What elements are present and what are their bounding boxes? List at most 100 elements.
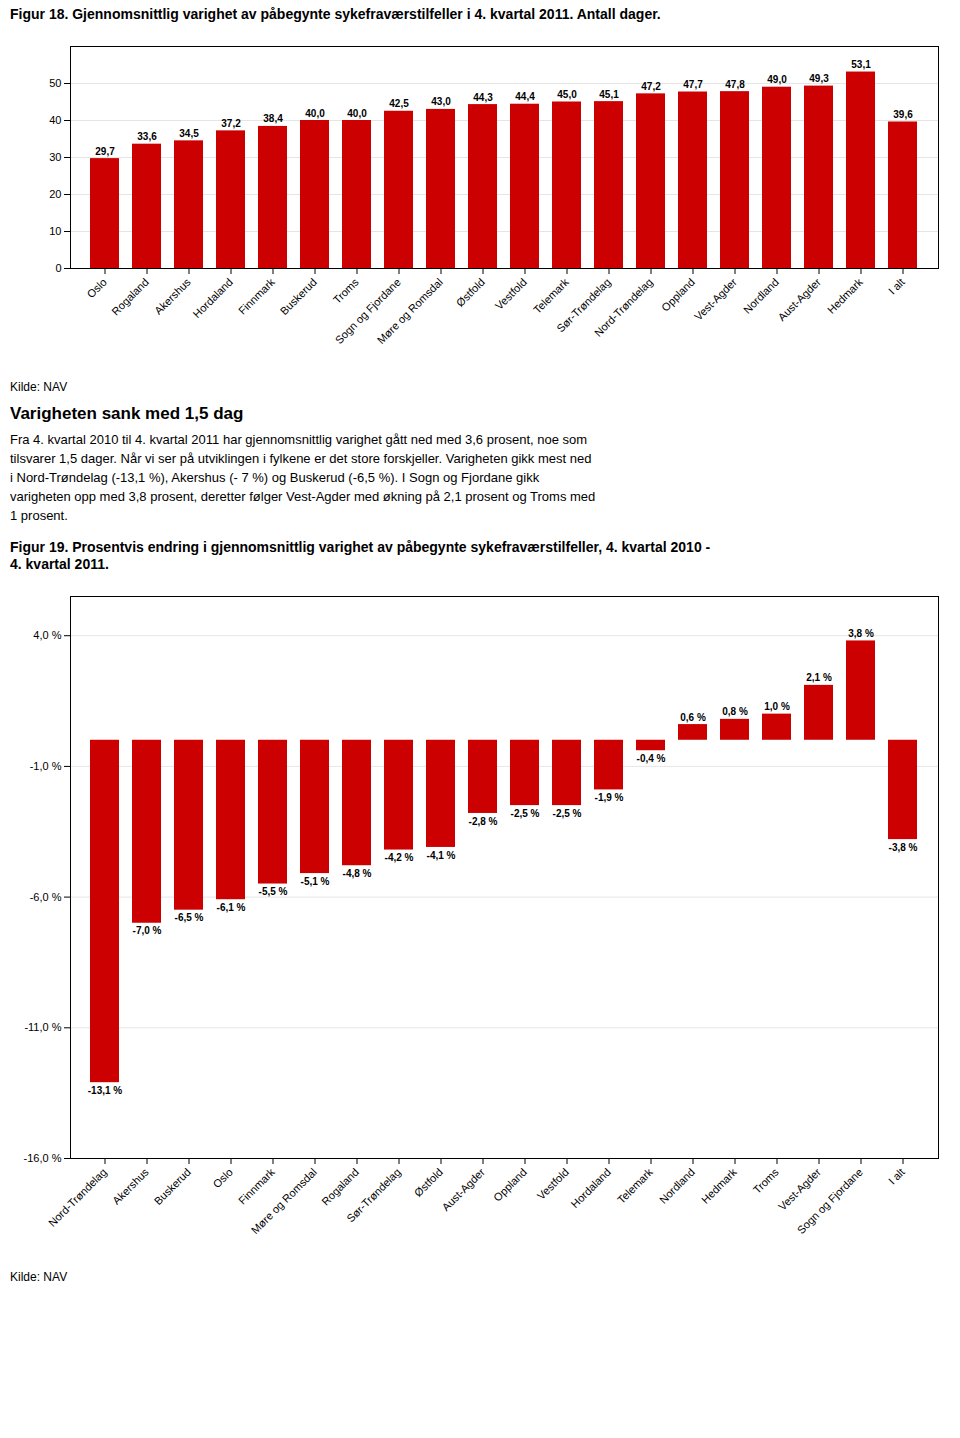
svg-text:Finnmark: Finnmark bbox=[236, 275, 277, 316]
svg-text:20: 20 bbox=[49, 188, 61, 200]
svg-text:-5,5 %: -5,5 % bbox=[259, 886, 288, 897]
svg-text:Vest-Agder: Vest-Agder bbox=[692, 275, 739, 322]
svg-text:Akershus: Akershus bbox=[152, 275, 193, 316]
svg-text:Hedmark: Hedmark bbox=[699, 1165, 739, 1205]
svg-text:50: 50 bbox=[49, 77, 61, 89]
svg-text:Hordaland: Hordaland bbox=[569, 1165, 613, 1209]
svg-text:40,0: 40,0 bbox=[305, 107, 325, 118]
svg-text:49,3: 49,3 bbox=[809, 73, 829, 84]
svg-text:47,7: 47,7 bbox=[683, 79, 703, 90]
svg-text:42,5: 42,5 bbox=[389, 98, 409, 109]
svg-text:44,3: 44,3 bbox=[473, 91, 493, 102]
svg-text:Vestfold: Vestfold bbox=[493, 275, 529, 311]
svg-text:Aust-Agder: Aust-Agder bbox=[776, 275, 824, 323]
svg-text:Møre og Romsdal: Møre og Romsdal bbox=[249, 1165, 319, 1235]
svg-text:I alt: I alt bbox=[886, 1165, 907, 1186]
svg-text:-2,5 %: -2,5 % bbox=[553, 807, 582, 818]
svg-text:-11,0 %: -11,0 % bbox=[24, 1021, 61, 1033]
html-text:i Nord-Trøndelag (-13,1 %), Ak: i Nord-Trøndelag (-13,1 %), Akershus (- … bbox=[10, 469, 540, 485]
svg-text:Nord-Trøndelag: Nord-Trøndelag bbox=[46, 1165, 109, 1228]
svg-text:Buskerud: Buskerud bbox=[278, 275, 319, 316]
svg-text:Østfold: Østfold bbox=[454, 275, 487, 308]
svg-text:Rogaland: Rogaland bbox=[319, 1165, 361, 1207]
svg-text:Oslo: Oslo bbox=[210, 1165, 234, 1189]
svg-text:-0,4 %: -0,4 % bbox=[637, 752, 666, 763]
svg-text:39,6: 39,6 bbox=[893, 108, 913, 119]
svg-text:Oppland: Oppland bbox=[659, 275, 697, 313]
svg-text:0,8 %: 0,8 % bbox=[722, 706, 748, 717]
svg-text:Oslo: Oslo bbox=[84, 275, 108, 299]
svg-text:-6,1 %: -6,1 % bbox=[217, 901, 246, 912]
svg-text:-3,8 %: -3,8 % bbox=[889, 841, 918, 852]
svg-text:Oppland: Oppland bbox=[491, 1165, 529, 1203]
svg-text:Hedmark: Hedmark bbox=[825, 275, 865, 315]
svg-text:Troms: Troms bbox=[751, 1165, 782, 1196]
svg-text:45,0: 45,0 bbox=[557, 89, 577, 100]
svg-text:53,1: 53,1 bbox=[851, 59, 871, 70]
svg-text:Vest-Agder: Vest-Agder bbox=[775, 1165, 823, 1213]
svg-text:2,1 %: 2,1 % bbox=[806, 672, 832, 683]
svg-text:-4,1 %: -4,1 % bbox=[427, 849, 456, 860]
svg-text:Sogn og Fjordane: Sogn og Fjordane bbox=[332, 275, 403, 346]
svg-text:40: 40 bbox=[49, 114, 61, 126]
svg-text:49,0: 49,0 bbox=[767, 74, 787, 85]
svg-text:Akershus: Akershus bbox=[110, 1165, 151, 1206]
svg-text:47,8: 47,8 bbox=[725, 78, 745, 89]
svg-text:Troms: Troms bbox=[331, 275, 362, 306]
svg-text:Nord-Trøndelag: Nord-Trøndelag bbox=[592, 275, 655, 338]
svg-text:Nordland: Nordland bbox=[741, 275, 781, 315]
svg-text:10: 10 bbox=[49, 225, 61, 237]
svg-text:-5,1 %: -5,1 % bbox=[301, 875, 330, 886]
svg-text:-2,8 %: -2,8 % bbox=[469, 815, 498, 826]
svg-text:3,8 %: 3,8 % bbox=[848, 627, 874, 638]
svg-text:Finnmark: Finnmark bbox=[236, 1165, 277, 1206]
svg-text:-13,1 %: -13,1 % bbox=[88, 1084, 123, 1095]
html-text:Kilde: NAV: Kilde: NAV bbox=[10, 379, 68, 394]
html-text:Varigheten sank med 1,5 dag: Varigheten sank med 1,5 dag bbox=[10, 403, 244, 423]
svg-text:Aust-Agder: Aust-Agder bbox=[440, 1165, 488, 1213]
svg-text:-7,0 %: -7,0 % bbox=[133, 925, 162, 936]
svg-text:0,6 %: 0,6 % bbox=[680, 711, 706, 722]
svg-text:Buskerud: Buskerud bbox=[152, 1165, 193, 1206]
svg-text:-4,8 %: -4,8 % bbox=[343, 867, 372, 878]
svg-text:Sør-Trøndelag: Sør-Trøndelag bbox=[554, 275, 613, 334]
svg-text:-16,0 %: -16,0 % bbox=[24, 1152, 62, 1164]
svg-text:47,2: 47,2 bbox=[641, 80, 661, 91]
svg-text:37,2: 37,2 bbox=[221, 117, 241, 128]
svg-text:45,1: 45,1 bbox=[599, 88, 619, 99]
svg-text:30: 30 bbox=[49, 151, 61, 163]
svg-text:Sør-Trøndelag: Sør-Trøndelag bbox=[344, 1165, 403, 1224]
svg-text:44,4: 44,4 bbox=[515, 91, 535, 102]
svg-text:-6,5 %: -6,5 % bbox=[175, 912, 204, 923]
svg-text:I alt: I alt bbox=[886, 275, 907, 296]
svg-text:43,0: 43,0 bbox=[431, 96, 451, 107]
svg-text:-2,5 %: -2,5 % bbox=[511, 807, 540, 818]
svg-text:Rogaland: Rogaland bbox=[109, 275, 151, 317]
svg-text:Telemark: Telemark bbox=[531, 275, 571, 315]
svg-text:Østfold: Østfold bbox=[412, 1165, 445, 1198]
svg-text:29,7: 29,7 bbox=[95, 145, 115, 156]
svg-text:Telemark: Telemark bbox=[615, 1165, 655, 1205]
html-text:Figur 18. Gjennomsnittlig vari: Figur 18. Gjennomsnittlig varighet av på… bbox=[10, 6, 661, 22]
svg-text:40,0: 40,0 bbox=[347, 107, 367, 118]
svg-text:Møre og Romsdal: Møre og Romsdal bbox=[375, 275, 445, 345]
svg-text:-4,2 %: -4,2 % bbox=[385, 852, 414, 863]
svg-text:Sogn og Fjordane: Sogn og Fjordane bbox=[795, 1165, 865, 1235]
html-text:1 prosent.: 1 prosent. bbox=[10, 507, 68, 523]
html-text:Fra 4. kvartal 2010 til 4. kva: Fra 4. kvartal 2010 til 4. kvartal 2011 … bbox=[10, 431, 588, 447]
html-text:Figur 19. Prosentvis endring i: Figur 19. Prosentvis endring i gjennomsn… bbox=[10, 538, 711, 572]
html-text:varigheten opp med 3,8 prosent: varigheten opp med 3,8 prosent, deretter… bbox=[10, 488, 596, 504]
html-text:tilsvarer 1,5 dager. Når vi se: tilsvarer 1,5 dager. Når vi ser på utvik… bbox=[10, 450, 592, 466]
svg-text:Vestfold: Vestfold bbox=[535, 1165, 571, 1201]
svg-text:1,0 %: 1,0 % bbox=[764, 701, 790, 712]
svg-text:Nordland: Nordland bbox=[657, 1165, 697, 1205]
svg-text:33,6: 33,6 bbox=[137, 131, 157, 142]
svg-text:-1,9 %: -1,9 % bbox=[595, 792, 624, 803]
svg-text:4,0 %: 4,0 % bbox=[33, 629, 61, 641]
svg-text:Hordaland: Hordaland bbox=[191, 275, 235, 319]
svg-text:38,4: 38,4 bbox=[263, 113, 283, 124]
svg-text:-1,0 %: -1,0 % bbox=[30, 759, 62, 771]
svg-text:34,5: 34,5 bbox=[179, 127, 199, 138]
svg-text:-6,0 %: -6,0 % bbox=[30, 890, 62, 902]
svg-text:0: 0 bbox=[55, 262, 61, 274]
